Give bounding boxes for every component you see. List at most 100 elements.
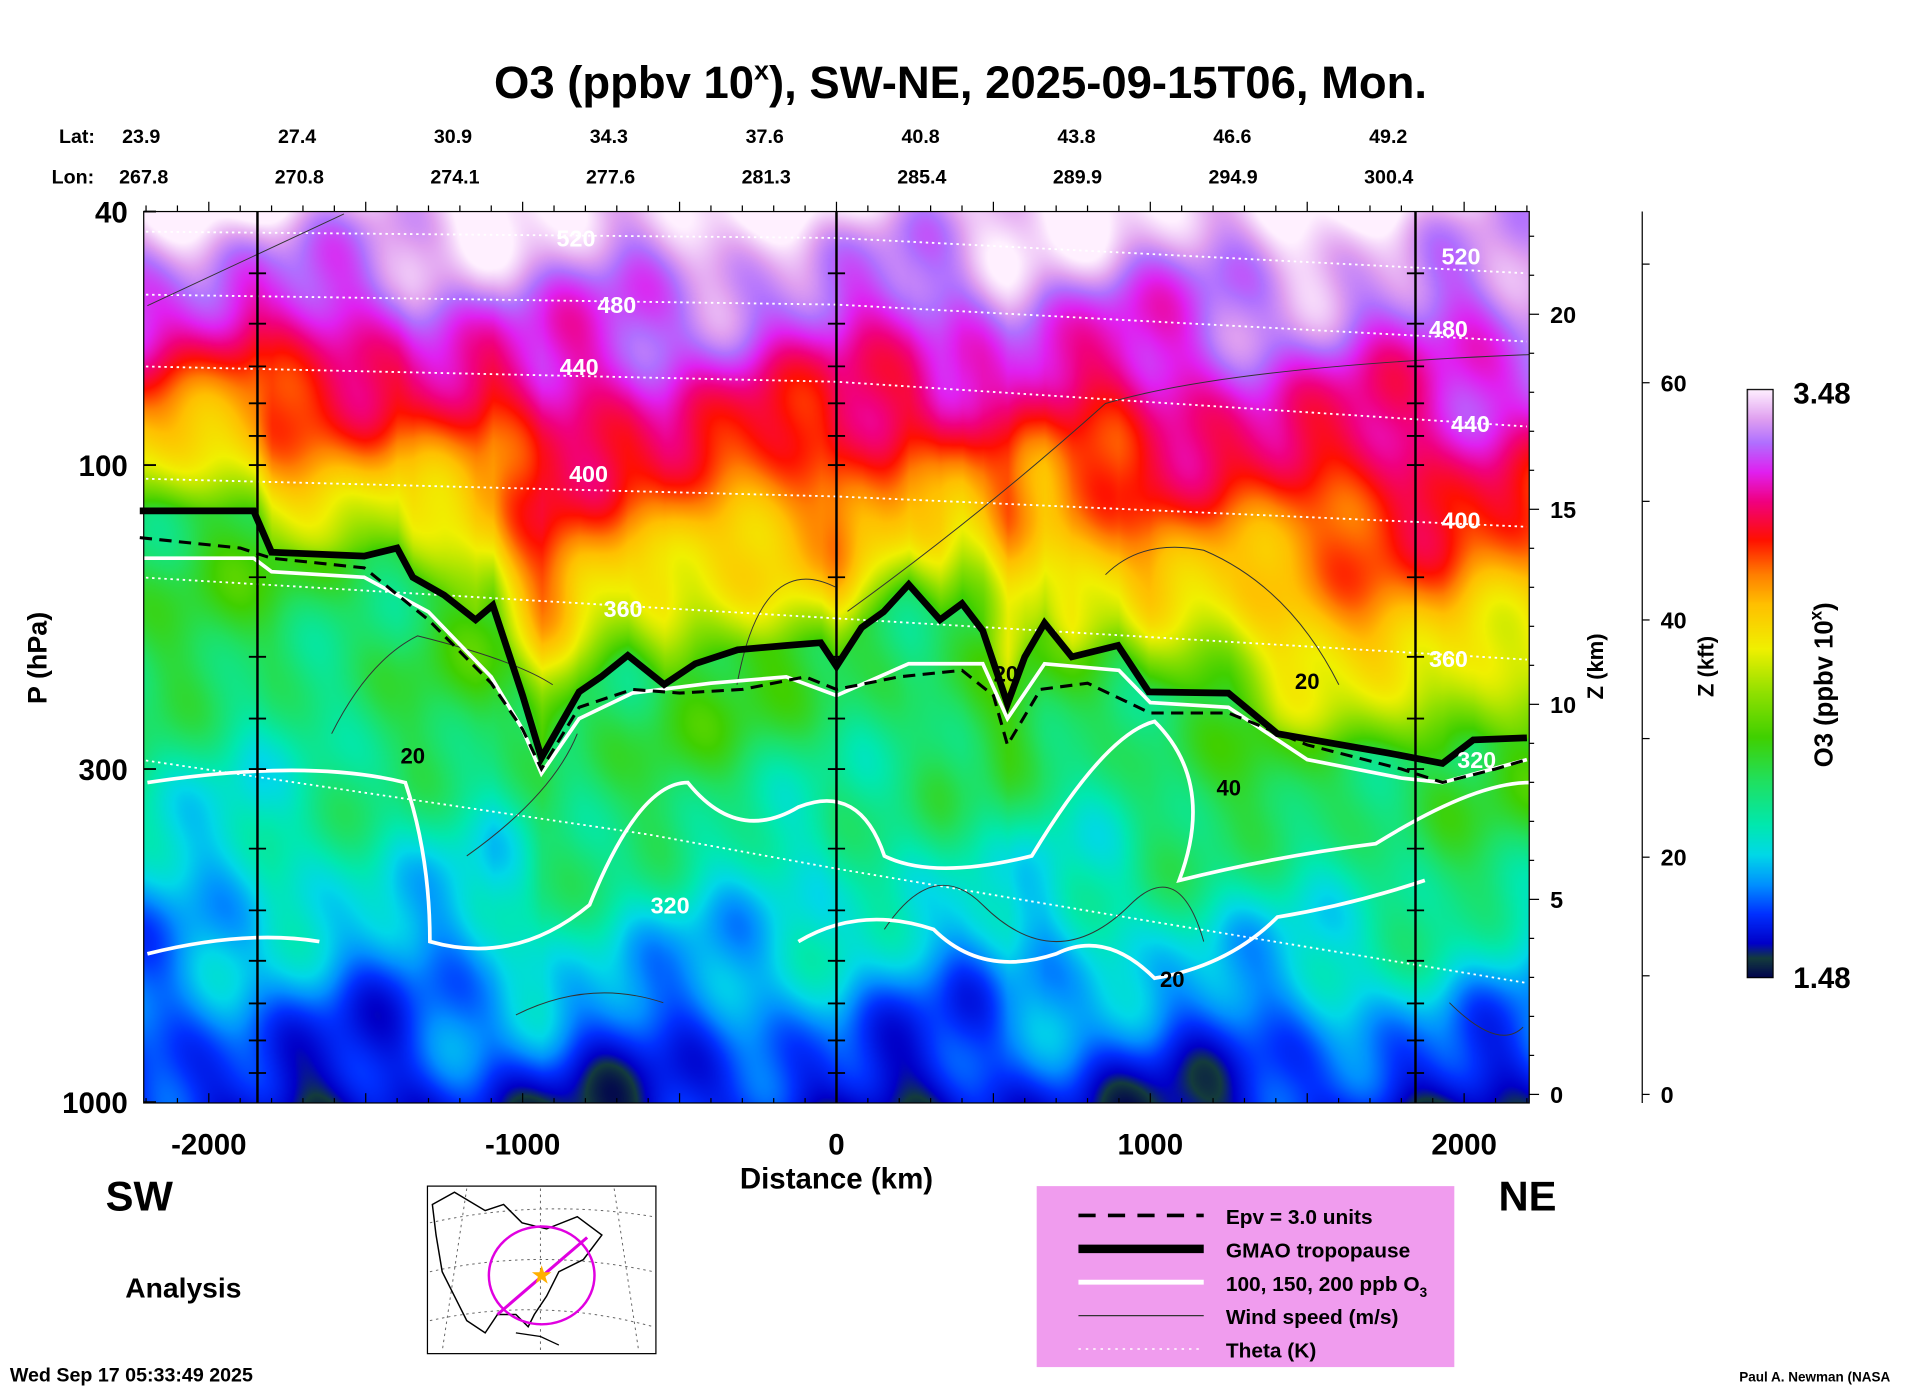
y-tick-label: 300 <box>79 754 128 787</box>
y-tick-label: 1000 <box>62 1087 128 1120</box>
lon-value: 281.3 <box>742 166 791 188</box>
lon-value: 285.4 <box>897 166 946 188</box>
x-tick-label: 1000 <box>1118 1128 1184 1161</box>
legend-label-text: Wind speed (m/s) <box>1226 1306 1399 1329</box>
y-tick-label: 100 <box>79 450 128 483</box>
wind-contour-label: 20 <box>994 662 1019 687</box>
legend-label-text: Theta (K) <box>1226 1340 1316 1363</box>
theta-contour-label: 440 <box>1451 411 1490 437</box>
zkft-tick-label: 0 <box>1661 1082 1674 1108</box>
legend-label-subscript: 3 <box>1420 1285 1428 1300</box>
wind-contour-label: 20 <box>1295 669 1320 694</box>
map-inset: ★ <box>426 1185 657 1355</box>
map-center-star-icon: ★ <box>532 1263 552 1288</box>
lon-value: 267.8 <box>119 166 168 188</box>
y-tick-label: 40 <box>95 197 128 230</box>
legend-label: GMAO tropopause <box>1226 1239 1410 1262</box>
theta-contour-440 <box>139 365 1527 428</box>
wind-contour-label: 20 <box>401 743 426 768</box>
x-tick-label: -2000 <box>171 1128 246 1161</box>
map-islands <box>515 1332 560 1346</box>
legend-label: Wind speed (m/s) <box>1226 1306 1399 1329</box>
wind-speed-contours <box>147 213 1530 1036</box>
lon-label: Lon: <box>52 166 95 188</box>
zkft-tick-label: 60 <box>1661 370 1687 396</box>
map-coastline <box>431 1191 603 1334</box>
legend-label: Theta (K) <box>1226 1340 1316 1363</box>
y-axis-label: P (hPa) <box>23 612 53 704</box>
x-tick-label: 0 <box>828 1128 844 1161</box>
legend-label-text: Epv = 3.0 units <box>1226 1206 1373 1229</box>
theta-contour-520 <box>139 230 1527 275</box>
legend-label-text: 100, 150, 200 ppb O <box>1226 1273 1420 1296</box>
legend-label-text: GMAO tropopause <box>1226 1239 1410 1262</box>
theta-contour-360 <box>139 576 1527 661</box>
theta-contour-label: 400 <box>1442 508 1481 534</box>
theta-contour-label: 480 <box>597 292 636 318</box>
lat-value: 49.2 <box>1369 126 1407 148</box>
o3-150ppb-contours <box>146 719 1530 981</box>
theta-contour-480 <box>139 293 1527 343</box>
zkm-tick-label: 0 <box>1550 1082 1563 1108</box>
zkm-tick-label: 10 <box>1550 692 1576 718</box>
theta-contour-320 <box>139 758 1528 984</box>
x-tick-label: 2000 <box>1431 1128 1497 1161</box>
analysis-label: Analysis <box>125 1271 241 1303</box>
o3-100ppb-contour <box>139 556 1528 785</box>
colorbar-label: O3 (ppbv 10x) <box>1806 602 1839 767</box>
colorbar-max: 3.48 <box>1793 378 1850 411</box>
legend-label: Epv = 3.0 units <box>1226 1206 1373 1229</box>
lat-value: 34.3 <box>590 126 628 148</box>
legend: Epv = 3.0 units GMAO tropopause 100, 150, … <box>1036 1186 1455 1368</box>
zkm-tick-label: 15 <box>1550 497 1576 523</box>
theta-contour-label: 440 <box>560 354 599 380</box>
credit: Paul A. Newman (NASA <box>1739 1370 1890 1385</box>
legend-box <box>1036 1186 1455 1368</box>
chart-title: O3 (ppbv 10x), SW-NE, 2025-09-15T06, Mon… <box>494 56 1427 108</box>
x-axis-label: Distance (km) <box>740 1163 933 1196</box>
lat-label: Lat: <box>59 126 95 148</box>
lon-value: 274.1 <box>430 166 479 188</box>
lat-value: 46.6 <box>1213 126 1251 148</box>
x-tick-label: -1000 <box>485 1128 560 1161</box>
wind-contour-label: 40 <box>1216 775 1241 800</box>
lat-value: 27.4 <box>278 126 316 148</box>
zkm-axis-label: Z (km) <box>1583 633 1608 699</box>
zkm-tick-label: 5 <box>1550 887 1563 913</box>
zkm-tick-label: 20 <box>1550 302 1576 328</box>
theta-contour-label: 360 <box>604 596 643 622</box>
theta-contour-label: 520 <box>1442 244 1481 270</box>
lon-value: 294.9 <box>1209 166 1258 188</box>
theta-contour-label: 520 <box>557 226 596 252</box>
lat-value: 40.8 <box>901 126 939 148</box>
sw-label: SW <box>106 1173 174 1220</box>
lat-value: 37.6 <box>746 126 784 148</box>
lat-value: 43.8 <box>1057 126 1095 148</box>
zkft-tick-label: 40 <box>1661 608 1687 634</box>
map-range-circle <box>487 1225 596 1326</box>
ne-label: NE <box>1499 1173 1557 1220</box>
lon-value: 300.4 <box>1364 166 1413 188</box>
theta-contour-label: 400 <box>569 461 608 487</box>
legend-label: 100, 150, 200 ppb O3 <box>1226 1273 1427 1300</box>
lon-value: 270.8 <box>275 166 324 188</box>
theta-contour-400 <box>139 477 1527 528</box>
lat-value: 23.9 <box>122 126 160 148</box>
zkft-tick-label: 20 <box>1661 845 1687 871</box>
lat-value: 30.9 <box>434 126 472 148</box>
lon-value: 277.6 <box>586 166 635 188</box>
wind-contour-label: 20 <box>1160 967 1185 992</box>
zkft-axis-label: Z (kft) <box>1693 636 1718 697</box>
colorbar-min: 1.48 <box>1793 962 1850 995</box>
theta-contour-label: 320 <box>651 892 690 918</box>
theta-contour-label: 480 <box>1429 316 1468 342</box>
theta-contour-label: 320 <box>1457 747 1496 773</box>
map-section-line <box>496 1236 589 1316</box>
lon-value: 289.9 <box>1053 166 1102 188</box>
gmao-tropopause-line <box>139 507 1528 767</box>
theta-contour-label: 360 <box>1429 646 1468 672</box>
colorbar <box>1746 388 1774 979</box>
timestamp: Wed Sep 17 05:33:49 2025 <box>10 1365 253 1387</box>
